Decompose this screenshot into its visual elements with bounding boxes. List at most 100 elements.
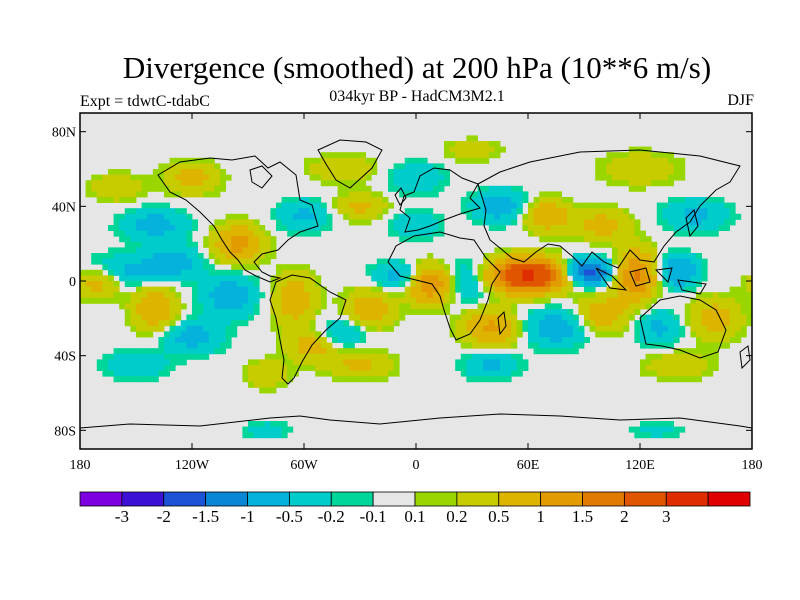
contour-cell — [220, 241, 226, 248]
contour-cell — [119, 219, 126, 226]
colorbar-label: -0.5 — [276, 507, 303, 526]
contour-cell — [292, 309, 299, 315]
contour-cell — [640, 370, 646, 377]
contour-cell — [488, 359, 495, 366]
contour-cell — [197, 292, 204, 299]
contour-cell — [684, 253, 691, 259]
contour-cell — [668, 421, 674, 427]
contour-cell — [388, 314, 394, 321]
contour-cell — [175, 174, 182, 181]
contour-cell — [623, 325, 630, 332]
contour-cell — [304, 348, 310, 355]
contour-cell — [600, 236, 607, 243]
contour-cell — [365, 264, 372, 271]
contour-cell — [119, 253, 126, 259]
contour-cell — [136, 236, 142, 243]
contour-cell — [606, 314, 613, 321]
contour-cell — [589, 309, 596, 315]
contour-cell — [712, 342, 719, 349]
contour-cell — [522, 365, 529, 371]
contour-cell — [679, 163, 686, 170]
contour-cell — [724, 314, 730, 321]
contour-cell — [696, 370, 702, 377]
contour-cell — [130, 241, 137, 248]
contour-cell — [136, 353, 142, 360]
contour-cell — [640, 320, 646, 327]
contour-cell — [488, 146, 495, 153]
contour-cell — [164, 230, 170, 237]
contour-cell — [500, 314, 506, 321]
contour-cell — [225, 258, 232, 265]
contour-cell — [281, 286, 288, 293]
contour-cell — [427, 264, 434, 271]
contour-cell — [432, 281, 439, 287]
contour-cell — [684, 370, 691, 377]
contour-cell — [696, 219, 702, 226]
contour-cell — [281, 213, 288, 220]
contour-cell — [214, 314, 221, 321]
contour-cell — [393, 353, 400, 360]
contour-cell — [455, 269, 462, 276]
contour-cell — [152, 292, 159, 299]
contour-cell — [656, 325, 663, 332]
contour-cell — [724, 225, 730, 231]
contour-cell — [645, 359, 652, 366]
contour-cell — [684, 353, 691, 360]
antarctica-coastline — [79, 413, 753, 429]
contour-cell — [80, 286, 86, 293]
contour-cell — [253, 286, 260, 293]
contour-cell — [556, 258, 562, 265]
contour-cell — [253, 219, 260, 226]
contour-cell — [516, 359, 523, 366]
contour-cell — [388, 219, 394, 226]
contour-cell — [315, 219, 322, 226]
contour-cell — [729, 292, 736, 299]
contour-cell — [197, 303, 204, 310]
contour-cell — [505, 365, 512, 371]
contour-cell — [141, 247, 148, 254]
contour-cell — [668, 180, 674, 187]
contour-cell — [287, 320, 294, 327]
contour-cell — [460, 297, 467, 304]
contour-cell — [584, 208, 590, 215]
contour-cell — [152, 264, 159, 271]
contour-cell — [192, 353, 198, 360]
contour-cell — [505, 297, 512, 304]
contour-cell — [169, 230, 176, 237]
contour-cell — [259, 421, 266, 427]
contour-cell — [645, 163, 652, 170]
contour-cell — [192, 180, 198, 187]
contour-cell — [315, 359, 322, 366]
contour-cell — [220, 258, 226, 265]
contour-cell — [371, 157, 378, 164]
contour-cell — [438, 275, 445, 282]
contour-cell — [640, 247, 646, 254]
contour-cell — [505, 376, 512, 383]
contour-cell — [505, 353, 512, 360]
contour-cell — [404, 297, 411, 304]
contour-cell — [640, 163, 646, 170]
contour-cell — [276, 219, 282, 226]
contour-cell — [164, 331, 170, 338]
contour-cell — [203, 297, 210, 304]
contour-cell — [410, 309, 417, 315]
contour-cell — [645, 292, 652, 299]
contour-cell — [567, 230, 574, 237]
contour-cell — [136, 191, 142, 198]
contour-cell — [315, 157, 322, 164]
contour-cell — [483, 275, 490, 282]
contour-cell — [320, 208, 327, 215]
contour-cell — [696, 225, 702, 231]
contour-cell — [483, 376, 490, 383]
contour-cell — [455, 264, 462, 271]
contour-cell — [466, 269, 473, 276]
contour-cell — [701, 309, 708, 315]
contour-cell — [180, 281, 187, 287]
contour-cell — [136, 208, 142, 215]
contour-cell — [382, 325, 389, 332]
contour-cell — [203, 320, 210, 327]
contour-cell — [483, 152, 490, 159]
contour-cell — [500, 146, 506, 153]
contour-cell — [427, 236, 434, 243]
